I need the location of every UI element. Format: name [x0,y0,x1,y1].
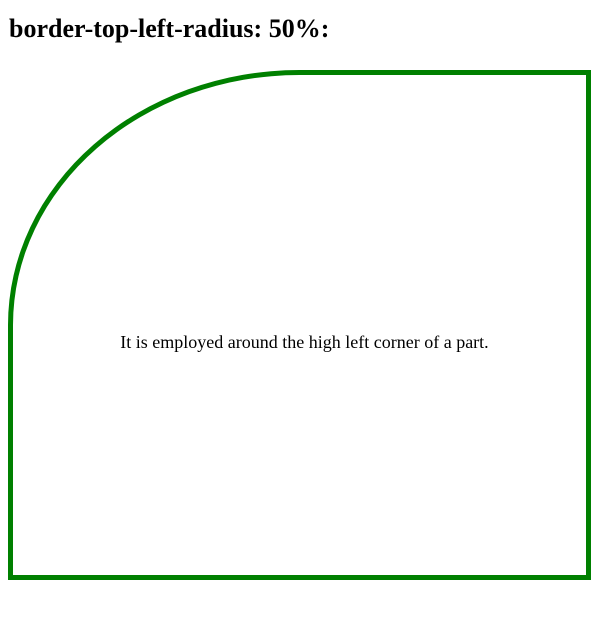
page-title: border-top-left-radius: 50%: [9,14,330,43]
rounded-corner-box: It is employed around the high left corn… [8,70,591,580]
box-description: It is employed around the high left corn… [120,332,489,352]
